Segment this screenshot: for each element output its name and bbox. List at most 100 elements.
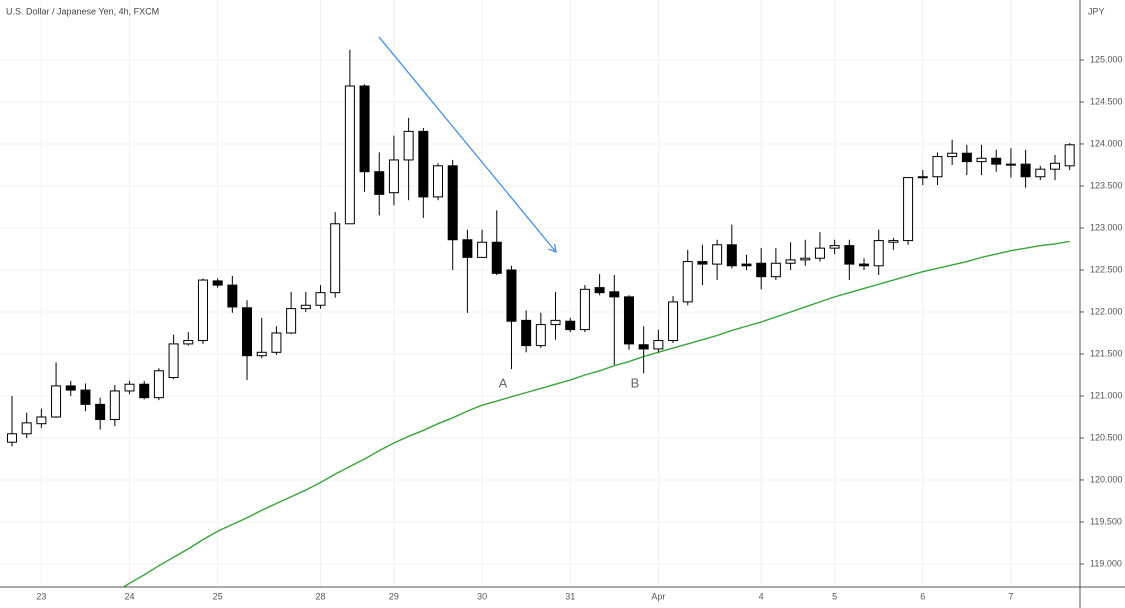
candle-body [418,130,429,198]
candle-body [95,403,106,421]
candle-body [859,263,870,267]
x-tick-label: 4 [759,591,764,601]
candle-body [961,152,972,163]
candle-body [315,292,326,306]
candle-body [947,152,958,158]
candle-body [286,308,297,334]
x-tick-label: Apr [651,591,665,601]
candle-body [227,284,238,308]
x-tick-label: 7 [1008,591,1013,601]
candle-body [1020,163,1031,178]
chart-title: U.S. Dollar / Japanese Yen, 4h, FXCM [6,6,159,16]
candle-body [756,262,767,278]
y-tick-label: 120.500 [1090,432,1123,442]
y-tick-label: 121.000 [1090,390,1123,400]
candle-body [535,324,546,347]
candle-body [609,291,620,298]
candle-body [271,332,282,353]
y-tick-label: 123.500 [1090,180,1123,190]
candle-body [712,244,723,265]
candle-body [873,240,884,267]
candle-body [682,261,693,303]
x-tick-label: 31 [565,591,575,601]
y-tick-label: 121.500 [1090,348,1123,358]
candle-body [433,165,444,198]
candle-body [447,165,458,241]
candle-body [359,85,370,173]
x-tick-label: 24 [125,591,135,601]
candle-body [388,159,399,194]
candle-body [917,176,928,179]
candle-body [374,171,385,195]
candle-body [932,156,943,178]
candle-body [80,389,91,405]
plot-area [7,49,1075,587]
candle-body [653,340,664,350]
candle-body [888,240,899,243]
candle-body [785,259,796,264]
candle-body [197,279,208,342]
candle-body [124,383,135,392]
candle-body [65,385,76,391]
candle-body [991,157,1002,165]
candle-body [668,301,679,342]
candle-body [726,244,737,267]
candle-body [139,383,150,399]
y-tick-label: 120.000 [1090,474,1123,484]
candle-body [491,241,502,274]
candle-body [579,288,590,331]
candle-body [800,257,811,261]
y-tick-label: 119.000 [1090,558,1122,568]
x-tick-label: 23 [36,591,46,601]
y-tick-label: 123.000 [1090,222,1123,232]
candle-body [403,130,414,161]
candle-body [521,319,532,347]
candle-body [344,85,355,225]
trend-arrow [378,36,557,254]
candle-body [770,262,781,278]
x-tick-label: 29 [389,591,399,601]
x-tick-label: 5 [832,591,837,601]
candle-body [256,351,267,357]
candle-body [1049,162,1060,170]
candle-body [814,247,825,259]
x-tick-label: 28 [315,591,325,601]
y-unit: JPY [1088,6,1105,16]
candle-body [51,385,62,418]
candle-body [829,245,840,249]
x-tick-label: 6 [920,591,925,601]
candle-body [7,433,17,443]
candle-body [697,261,708,265]
y-tick-label: 119.500 [1090,516,1122,526]
candle-body [242,307,253,357]
y-tick-label: 124.500 [1090,96,1123,106]
candle-body [183,340,194,345]
candle-body [477,241,488,258]
candle-body [903,177,914,242]
x-tick-label: 25 [213,591,223,601]
candle-body [21,422,32,435]
candle-body [462,239,473,258]
candle-body [506,269,517,322]
x-tick-label: 30 [477,591,487,601]
candle-body [153,370,164,399]
candle-body [1005,163,1016,166]
candle-body [1064,144,1075,167]
candle-body [623,296,634,345]
candle-body [300,304,311,310]
candle-body [638,344,649,350]
candle-body [594,287,605,294]
candle-body [212,280,223,286]
grid [0,0,1080,587]
y-tick-label: 122.000 [1090,306,1123,316]
annotation: B [631,375,640,390]
candle-body [844,245,855,265]
candle-body [330,223,341,294]
y-tick-label: 122.500 [1090,264,1123,274]
candle-body [565,320,576,331]
candle-body [741,263,752,267]
candle-body [976,157,987,163]
